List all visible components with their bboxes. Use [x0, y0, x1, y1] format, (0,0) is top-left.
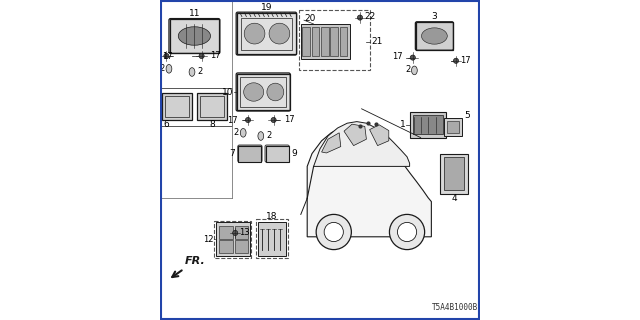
Bar — [321, 27, 329, 56]
Bar — [161, 93, 192, 120]
Bar — [239, 146, 262, 162]
Circle shape — [271, 117, 276, 123]
Text: 13: 13 — [239, 228, 250, 237]
Text: 21: 21 — [371, 37, 383, 46]
Text: 2: 2 — [159, 64, 164, 73]
Bar — [410, 112, 447, 138]
Circle shape — [397, 222, 417, 242]
Bar — [312, 27, 319, 56]
Bar — [301, 24, 351, 59]
Circle shape — [357, 15, 362, 20]
Text: 11: 11 — [189, 9, 200, 18]
Circle shape — [164, 53, 169, 59]
Bar — [216, 222, 250, 256]
Bar — [235, 240, 248, 253]
Text: 2: 2 — [234, 128, 239, 137]
FancyBboxPatch shape — [236, 73, 291, 111]
Bar — [165, 96, 189, 117]
Text: 2: 2 — [405, 65, 411, 74]
Circle shape — [453, 58, 458, 63]
FancyBboxPatch shape — [238, 145, 262, 162]
Polygon shape — [370, 125, 388, 146]
FancyBboxPatch shape — [415, 22, 453, 50]
FancyBboxPatch shape — [169, 19, 220, 53]
Ellipse shape — [269, 23, 290, 44]
Text: FR.: FR. — [185, 256, 205, 266]
Text: 20: 20 — [304, 14, 316, 23]
Ellipse shape — [241, 129, 246, 137]
Ellipse shape — [267, 83, 284, 101]
FancyBboxPatch shape — [265, 145, 289, 162]
Bar — [197, 93, 227, 120]
Bar — [170, 19, 219, 53]
Ellipse shape — [422, 28, 447, 44]
Circle shape — [324, 222, 344, 242]
Circle shape — [410, 55, 415, 60]
Text: 2: 2 — [266, 131, 271, 140]
Ellipse shape — [258, 132, 264, 140]
Text: T5A4B1000B: T5A4B1000B — [432, 303, 479, 312]
Text: 12: 12 — [204, 235, 214, 244]
Ellipse shape — [244, 23, 265, 44]
Bar — [302, 27, 310, 56]
Bar — [444, 157, 465, 190]
Bar — [330, 27, 338, 56]
Polygon shape — [322, 133, 340, 153]
Bar — [160, 88, 232, 126]
Text: 7: 7 — [229, 149, 235, 158]
Text: 5: 5 — [465, 111, 470, 120]
Bar — [447, 121, 460, 133]
Polygon shape — [314, 122, 410, 166]
Circle shape — [246, 117, 251, 123]
Circle shape — [389, 214, 425, 250]
Circle shape — [199, 53, 204, 59]
Text: 1: 1 — [400, 120, 406, 129]
Ellipse shape — [189, 68, 195, 76]
Ellipse shape — [166, 65, 172, 73]
Text: 3: 3 — [431, 12, 437, 21]
Text: 8: 8 — [209, 120, 215, 129]
Text: 22: 22 — [364, 12, 376, 21]
Circle shape — [316, 214, 351, 250]
Bar — [240, 77, 287, 107]
Bar — [444, 118, 462, 136]
Polygon shape — [307, 128, 431, 237]
Ellipse shape — [412, 66, 417, 75]
Bar — [339, 27, 347, 56]
Circle shape — [233, 230, 238, 236]
Text: 17: 17 — [210, 51, 220, 60]
Ellipse shape — [244, 83, 264, 101]
Bar — [235, 226, 248, 239]
Polygon shape — [344, 124, 366, 146]
Text: 2: 2 — [197, 67, 202, 76]
Bar — [300, 10, 370, 70]
Bar — [219, 226, 233, 239]
Text: 17: 17 — [284, 115, 294, 124]
Bar — [440, 154, 467, 194]
Text: 10: 10 — [221, 87, 233, 97]
FancyBboxPatch shape — [236, 12, 297, 55]
Bar — [237, 13, 296, 54]
Ellipse shape — [179, 27, 211, 45]
Text: 17: 17 — [460, 56, 470, 65]
Bar — [237, 74, 290, 110]
Bar — [241, 18, 292, 50]
Bar — [416, 22, 453, 50]
Bar — [256, 219, 288, 258]
Text: 19: 19 — [260, 3, 272, 12]
Text: 17: 17 — [227, 116, 238, 124]
Text: 4: 4 — [451, 194, 457, 203]
Bar — [219, 240, 233, 253]
Bar — [266, 146, 289, 162]
Bar — [200, 96, 224, 117]
Bar — [258, 222, 287, 256]
Text: 17: 17 — [161, 52, 172, 60]
Bar — [413, 115, 443, 134]
Text: 18: 18 — [266, 212, 278, 221]
Text: 9: 9 — [292, 149, 298, 158]
Bar — [214, 221, 252, 258]
Text: 6: 6 — [163, 120, 169, 129]
Text: 17: 17 — [392, 52, 403, 61]
